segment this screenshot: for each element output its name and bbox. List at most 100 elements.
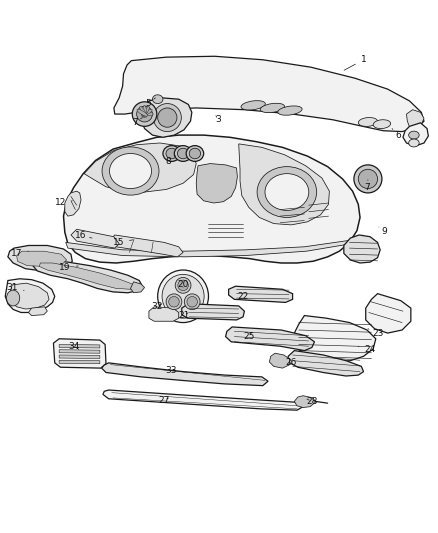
Polygon shape [294,395,315,408]
Ellipse shape [158,108,177,127]
Polygon shape [59,355,100,359]
Ellipse shape [186,146,204,161]
Text: 23: 23 [368,328,383,337]
Polygon shape [406,110,424,131]
Ellipse shape [166,294,182,310]
Ellipse shape [278,106,302,115]
Ellipse shape [162,274,204,318]
Text: 27: 27 [159,395,170,405]
Ellipse shape [141,109,152,116]
Polygon shape [403,123,428,146]
Polygon shape [17,251,67,266]
Ellipse shape [158,270,208,322]
Polygon shape [344,235,380,263]
Polygon shape [65,191,81,216]
Ellipse shape [354,165,382,193]
Text: 9: 9 [379,227,388,236]
Ellipse shape [409,131,419,139]
Text: 7: 7 [132,118,142,127]
Ellipse shape [143,106,146,118]
Ellipse shape [373,120,391,128]
Polygon shape [141,98,192,138]
Polygon shape [84,143,196,192]
Ellipse shape [102,147,159,195]
Polygon shape [59,360,100,364]
Polygon shape [182,304,244,320]
Ellipse shape [257,167,317,217]
Polygon shape [64,135,360,263]
Polygon shape [131,282,145,293]
Text: 24: 24 [358,345,376,354]
Polygon shape [59,344,100,348]
Ellipse shape [140,107,147,117]
Polygon shape [226,327,314,351]
Ellipse shape [137,109,148,116]
Ellipse shape [142,107,149,117]
Text: 15: 15 [113,238,133,247]
Text: 6: 6 [392,128,402,140]
Polygon shape [110,235,183,257]
Polygon shape [28,307,47,316]
Polygon shape [269,353,290,368]
Ellipse shape [166,148,177,159]
Polygon shape [33,260,142,293]
Ellipse shape [187,296,198,307]
Text: 22: 22 [237,292,249,301]
Text: 3: 3 [215,115,221,124]
Text: 8: 8 [166,156,175,166]
Polygon shape [366,294,411,333]
Ellipse shape [177,148,189,159]
Polygon shape [39,263,135,289]
Ellipse shape [110,154,152,189]
Text: 5: 5 [145,98,155,108]
Text: 32: 32 [151,302,162,311]
Text: 19: 19 [59,263,78,272]
Polygon shape [59,350,100,353]
Polygon shape [8,246,72,271]
Text: 33: 33 [165,366,177,375]
Polygon shape [66,240,359,257]
Text: 17: 17 [11,249,28,258]
Ellipse shape [184,294,200,310]
Ellipse shape [260,103,285,112]
Ellipse shape [137,106,152,122]
Text: 25: 25 [243,332,254,341]
Polygon shape [239,144,329,225]
Ellipse shape [189,148,201,159]
Polygon shape [5,279,55,312]
Polygon shape [294,316,376,362]
Text: 26: 26 [286,358,297,367]
Ellipse shape [152,95,163,103]
Text: 28: 28 [306,397,318,406]
Ellipse shape [178,280,188,290]
Ellipse shape [175,278,191,293]
Polygon shape [103,390,303,410]
Polygon shape [53,339,106,368]
Polygon shape [229,286,293,302]
Ellipse shape [169,296,179,307]
Ellipse shape [174,146,192,161]
Ellipse shape [241,101,265,110]
Ellipse shape [265,174,309,211]
Polygon shape [71,229,119,248]
Ellipse shape [358,169,378,189]
Text: 1: 1 [344,55,367,70]
Polygon shape [102,363,268,386]
Text: 16: 16 [75,231,92,240]
Ellipse shape [358,117,378,126]
Polygon shape [10,283,49,309]
Text: 12: 12 [55,198,72,207]
Polygon shape [196,164,237,203]
Polygon shape [114,56,424,132]
Text: 21: 21 [178,311,190,320]
Ellipse shape [163,146,180,161]
Ellipse shape [141,112,153,116]
Text: 7: 7 [364,180,370,192]
Ellipse shape [153,103,181,132]
Text: 31: 31 [7,283,24,292]
Text: 34: 34 [68,342,79,351]
Polygon shape [288,351,364,376]
Ellipse shape [7,290,20,306]
Ellipse shape [409,139,419,147]
Polygon shape [149,307,179,321]
